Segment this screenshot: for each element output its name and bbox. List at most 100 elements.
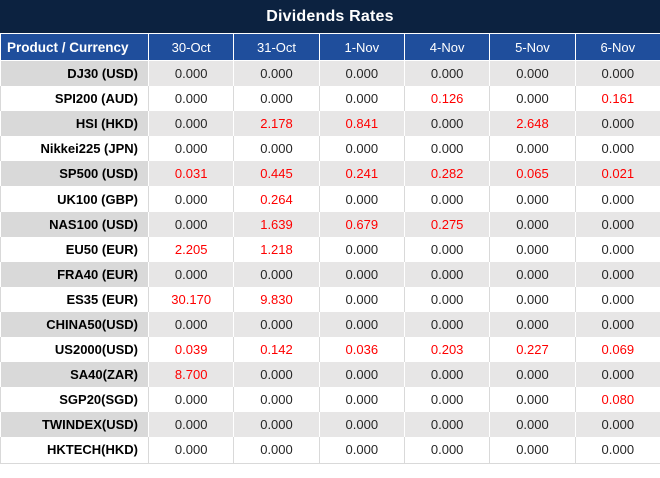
date-column-header: 30-Oct bbox=[147, 33, 235, 61]
value-cell: 0.000 bbox=[233, 136, 320, 162]
value-cell: 0.000 bbox=[489, 362, 576, 388]
value-cell: 0.000 bbox=[318, 60, 405, 87]
value-cell: 0.000 bbox=[147, 387, 235, 413]
value-cell: 0.000 bbox=[489, 311, 576, 338]
value-cell: 0.000 bbox=[489, 387, 576, 413]
value-cell: 0.000 bbox=[574, 362, 660, 388]
value-cell: 0.000 bbox=[318, 311, 405, 338]
value-cell: 0.000 bbox=[233, 86, 320, 112]
value-cell: 0.000 bbox=[318, 387, 405, 413]
value-cell: 0.000 bbox=[147, 412, 235, 438]
table-row: ES35 (EUR) 30.170 9.830 0.000 0.000 0.000 0.00… bbox=[0, 286, 660, 312]
value-cell: 0.000 bbox=[403, 60, 491, 87]
product-cell: SPI200 (AUD) bbox=[0, 86, 149, 112]
value-cell: 8.700 bbox=[147, 362, 235, 388]
value-cell: 0.000 bbox=[318, 362, 405, 388]
value-cell: 0.000 bbox=[574, 60, 660, 87]
value-cell: 0.000 bbox=[147, 261, 235, 287]
table-row: HSI (HKD) 0.000 2.178 0.841 0.000 2.648 0.000 bbox=[0, 111, 660, 137]
value-cell: 0.000 bbox=[403, 311, 491, 338]
product-cell: HKTECH(HKD) bbox=[0, 437, 149, 463]
value-cell: 1.218 bbox=[233, 236, 320, 262]
product-cell: SA40(ZAR) bbox=[0, 362, 149, 388]
value-cell: 0.679 bbox=[318, 211, 405, 237]
value-cell: 0.000 bbox=[574, 136, 660, 162]
table-row: EU50 (EUR) 2.205 1.218 0.000 0.000 0.000 0.000 bbox=[0, 236, 660, 262]
product-cell: Nikkei225 (JPN) bbox=[0, 136, 149, 162]
product-cell: ES35 (EUR) bbox=[0, 286, 149, 312]
value-cell: 0.000 bbox=[233, 261, 320, 287]
value-cell: 0.000 bbox=[403, 261, 491, 287]
value-cell: 0.203 bbox=[403, 337, 491, 363]
product-cell: HSI (HKD) bbox=[0, 111, 149, 137]
value-cell: 0.000 bbox=[318, 236, 405, 262]
product-cell: DJ30 (USD) bbox=[0, 60, 149, 87]
value-cell: 0.000 bbox=[147, 86, 235, 112]
table-row: FRA40 (EUR) 0.000 0.000 0.000 0.000 0.000 0.00… bbox=[0, 261, 660, 287]
dividends-rates-table: Product / Currency 30-Oct 31-Oct 1-Nov 4-Nov… bbox=[0, 33, 660, 464]
table-row: SPI200 (AUD) 0.000 0.000 0.000 0.126 0.000 0.1… bbox=[0, 86, 660, 112]
value-cell: 0.000 bbox=[574, 437, 660, 463]
date-column-header: 31-Oct bbox=[233, 33, 320, 61]
value-cell: 0.227 bbox=[489, 337, 576, 363]
value-cell: 0.039 bbox=[147, 337, 235, 363]
value-cell: 0.000 bbox=[403, 111, 491, 137]
product-cell: EU50 (EUR) bbox=[0, 236, 149, 262]
value-cell: 0.264 bbox=[233, 186, 320, 212]
table-row: SA40(ZAR) 8.700 0.000 0.000 0.000 0.000 0.000 bbox=[0, 362, 660, 388]
value-cell: 9.830 bbox=[233, 286, 320, 312]
value-cell: 0.000 bbox=[403, 136, 491, 162]
value-cell: 0.000 bbox=[318, 136, 405, 162]
value-cell: 0.000 bbox=[403, 236, 491, 262]
value-cell: 2.205 bbox=[147, 236, 235, 262]
value-cell: 0.000 bbox=[147, 437, 235, 463]
value-cell: 0.000 bbox=[489, 60, 576, 87]
value-cell: 0.036 bbox=[318, 337, 405, 363]
value-cell: 0.000 bbox=[574, 286, 660, 312]
value-cell: 0.000 bbox=[318, 286, 405, 312]
value-cell: 0.126 bbox=[403, 86, 491, 112]
value-cell: 0.000 bbox=[489, 211, 576, 237]
value-cell: 0.000 bbox=[318, 437, 405, 463]
value-cell: 0.069 bbox=[574, 337, 660, 363]
table-row: SGP20(SGD) 0.000 0.000 0.000 0.000 0.000 0.080 bbox=[0, 387, 660, 413]
value-cell: 1.639 bbox=[233, 211, 320, 237]
product-cell: SGP20(SGD) bbox=[0, 387, 149, 413]
product-currency-column-header: Product / Currency bbox=[0, 33, 149, 61]
value-cell: 30.170 bbox=[147, 286, 235, 312]
table-row: US2000(USD) 0.039 0.142 0.036 0.203 0.227 0.06… bbox=[0, 337, 660, 363]
value-cell: 0.000 bbox=[574, 186, 660, 212]
value-cell: 0.000 bbox=[233, 437, 320, 463]
value-cell: 0.000 bbox=[233, 387, 320, 413]
value-cell: 0.000 bbox=[233, 60, 320, 87]
value-cell: 0.080 bbox=[574, 387, 660, 413]
header-row: Product / Currency 30-Oct 31-Oct 1-Nov 4-Nov… bbox=[0, 33, 660, 61]
value-cell: 2.648 bbox=[489, 111, 576, 137]
value-cell: 0.275 bbox=[403, 211, 491, 237]
value-cell: 0.282 bbox=[403, 161, 491, 187]
product-cell: CHINA50(USD) bbox=[0, 311, 149, 338]
value-cell: 0.000 bbox=[489, 86, 576, 112]
table-row: SP500 (USD) 0.031 0.445 0.241 0.282 0.065 0.02… bbox=[0, 161, 660, 187]
table-row: TWINDEX(USD) 0.000 0.000 0.000 0.000 0.000 0.0… bbox=[0, 412, 660, 438]
value-cell: 0.000 bbox=[318, 412, 405, 438]
value-cell: 0.000 bbox=[233, 362, 320, 388]
table-row: NAS100 (USD) 0.000 1.639 0.679 0.275 0.000 0.0… bbox=[0, 211, 660, 237]
date-column-header: 4-Nov bbox=[403, 33, 491, 61]
value-cell: 0.241 bbox=[318, 161, 405, 187]
value-cell: 0.000 bbox=[489, 236, 576, 262]
value-cell: 0.000 bbox=[489, 186, 576, 212]
value-cell: 0.065 bbox=[489, 161, 576, 187]
value-cell: 0.000 bbox=[574, 111, 660, 137]
table-row: CHINA50(USD) 0.000 0.000 0.000 0.000 0.000 0.0… bbox=[0, 311, 660, 338]
value-cell: 0.000 bbox=[489, 136, 576, 162]
value-cell: 0.000 bbox=[403, 362, 491, 388]
product-cell: SP500 (USD) bbox=[0, 161, 149, 187]
table-row: HKTECH(HKD) 0.000 0.000 0.000 0.000 0.000 0.00… bbox=[0, 437, 660, 463]
value-cell: 0.000 bbox=[574, 211, 660, 237]
value-cell: 0.000 bbox=[147, 311, 235, 338]
value-cell: 0.000 bbox=[489, 437, 576, 463]
value-cell: 0.000 bbox=[147, 211, 235, 237]
value-cell: 0.000 bbox=[574, 261, 660, 287]
table-row: Nikkei225 (JPN) 0.000 0.000 0.000 0.000 0.000… bbox=[0, 136, 660, 162]
